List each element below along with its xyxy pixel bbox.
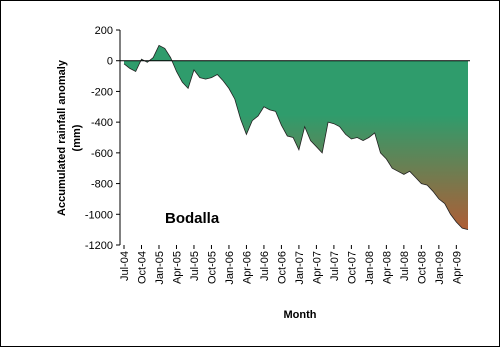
y-tick-label: -200 [91, 86, 113, 98]
x-tick-label: Jan-06 [224, 251, 236, 285]
x-tick-label: Jul-05 [189, 251, 201, 281]
x-tick-label: Apr-07 [311, 251, 323, 284]
x-tick-label: Apr-05 [171, 251, 183, 284]
y-tick-label: -400 [91, 117, 113, 129]
x-tick-label: Jul-07 [329, 251, 341, 281]
x-tick-label: Jan-08 [364, 251, 376, 285]
x-tick-label: Apr-08 [381, 251, 393, 284]
x-tick-label: Apr-09 [451, 251, 463, 284]
x-tick-label: Jan-09 [434, 251, 446, 285]
y-tick-label: -1000 [85, 209, 113, 221]
x-tick-label: Oct-07 [346, 251, 358, 284]
y-tick-label: -600 [91, 148, 113, 160]
x-tick-label: Jan-05 [154, 251, 166, 285]
annotation: Bodalla [165, 210, 220, 227]
y-label: Accumulated rainfall anomaly [56, 59, 68, 216]
x-label: Month [284, 309, 317, 321]
x-tick-label: Jul-04 [119, 251, 131, 281]
line [123, 44, 469, 230]
x-tick-label: Oct-05 [206, 251, 218, 284]
y-label: (mm) [71, 124, 83, 151]
x-tick-label: Oct-08 [416, 251, 428, 284]
x-tick-label: Jan-07 [294, 251, 306, 285]
x-tick-label: Jul-06 [259, 251, 271, 281]
y-tick-label: 0 [107, 56, 113, 68]
area [124, 45, 468, 230]
x-tick-label: Oct-04 [136, 251, 148, 284]
x-tick-label: Oct-06 [276, 251, 288, 284]
y-tick-label: -800 [91, 179, 113, 191]
y-tick-label: 200 [95, 25, 113, 37]
y-tick-label: -1200 [85, 240, 113, 252]
x-tick-label: Apr-06 [241, 251, 253, 284]
x-tick-label: Jul-08 [399, 251, 411, 281]
